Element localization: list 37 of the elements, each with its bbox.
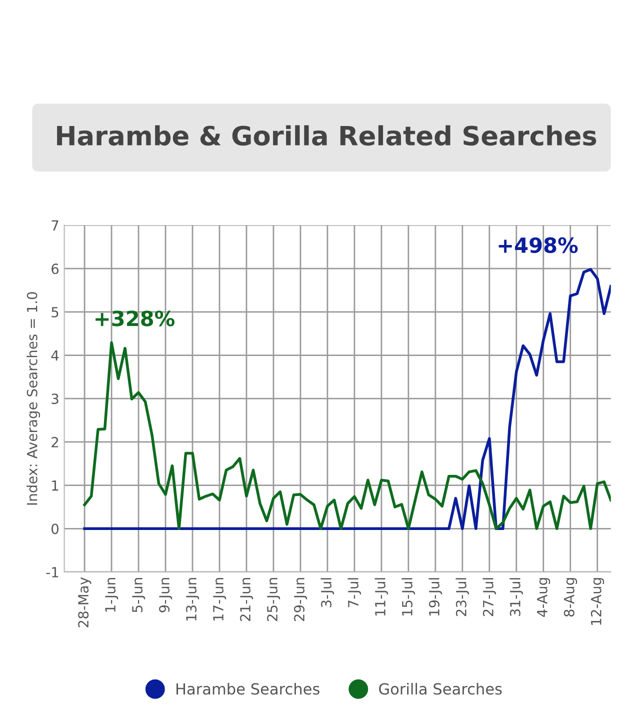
y-tick-label: 1	[52, 480, 58, 491]
x-tick-label: 25-Jun	[267, 578, 280, 622]
y-tick-label: 7	[52, 220, 58, 230]
x-tick-label: 1-Jun	[105, 578, 118, 612]
x-tick-label: 28-May	[78, 577, 92, 628]
x-tick-label: 11-Jul	[374, 578, 388, 616]
y-tick-label: 5	[52, 307, 58, 318]
x-tick-label: 12-Aug	[590, 578, 604, 625]
x-tick-label: 19-Jul	[428, 578, 442, 616]
annotation: +328%	[96, 310, 175, 326]
legend-label: Gorilla Searches	[379, 682, 502, 695]
x-tick-label: 27-Jul	[482, 578, 496, 616]
annotation: +498%	[498, 237, 578, 254]
legend-label: Harambe Searches	[176, 682, 320, 695]
x-tick-label: 15-Jul	[402, 578, 416, 616]
x-tick-label: 8-Aug	[564, 578, 578, 617]
x-tick-label: 31-Jul	[510, 578, 523, 616]
x-tick-label: 5-Jun	[132, 578, 146, 612]
x-tick-label: 21-Jun	[240, 578, 254, 622]
line-series	[83, 268, 611, 530]
x-tick-label: 23-Jul	[456, 578, 470, 616]
chart-title: Harambe & Gorilla Related Searches	[57, 125, 596, 146]
y-tick-label: 3	[52, 394, 58, 404]
y-tick-label: 2	[52, 436, 58, 448]
x-tick-label: 13-Jun	[186, 578, 200, 621]
y-tick-label: -1	[46, 567, 58, 578]
y-tick-label: 6	[52, 264, 59, 274]
y-tick-label: 0	[52, 524, 59, 534]
x-tick-label: 9-Jun	[159, 578, 172, 612]
x-tick-label: 3-Jul	[320, 578, 334, 608]
y-tick-label: 4	[51, 350, 59, 361]
x-tick-label: 4-Aug	[537, 578, 550, 617]
x-tick-label: 7-Jul	[348, 578, 362, 608]
x-tick-label: 17-Jun	[213, 578, 226, 621]
x-tick-label: 29-Jun	[294, 578, 308, 622]
line-series	[83, 341, 611, 530]
y-axis-title: Index: Average Searches = 1.0	[26, 292, 40, 505]
